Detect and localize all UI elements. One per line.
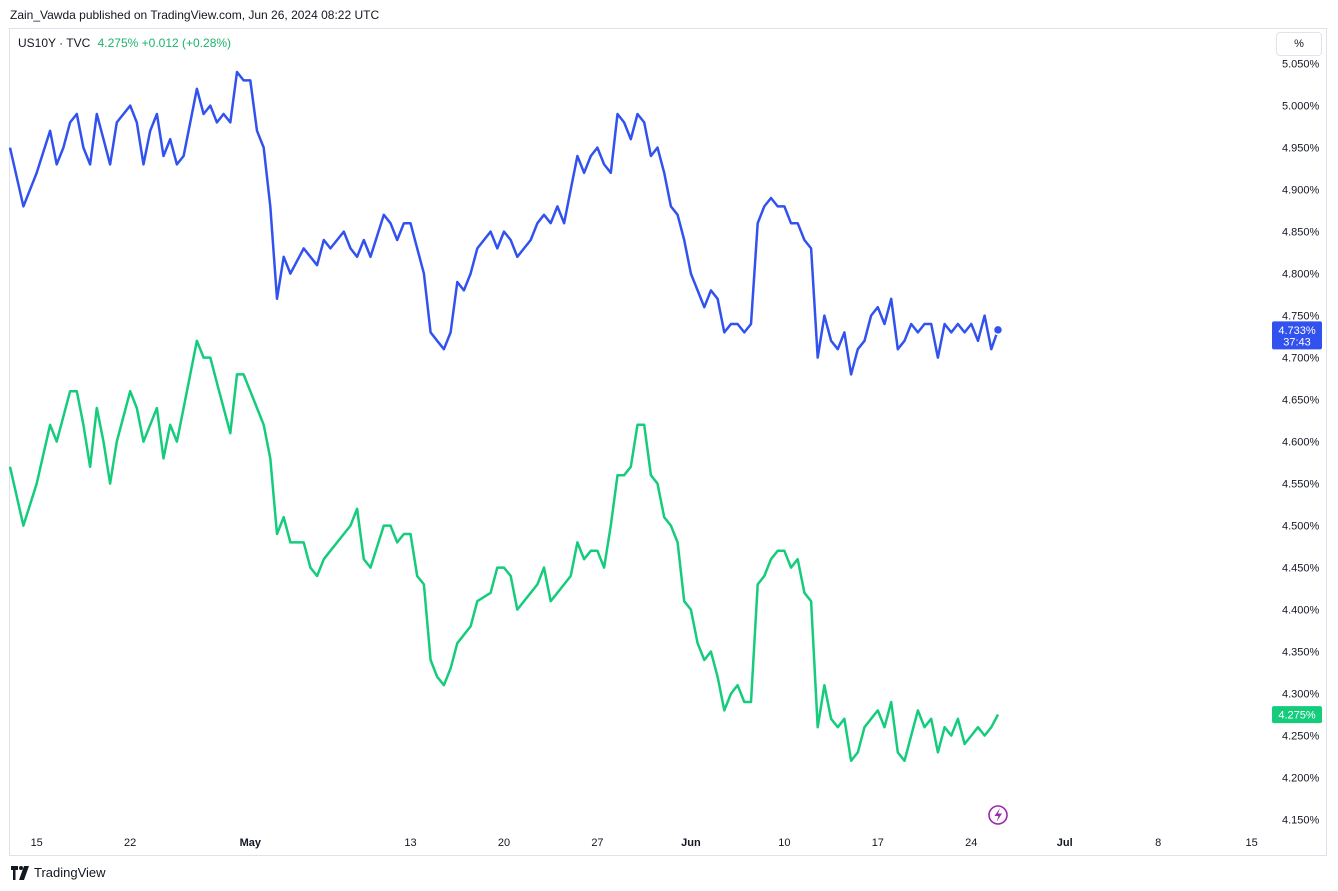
lightning-icon[interactable] [988, 805, 1008, 825]
x-tick-label: 20 [498, 837, 510, 849]
y-tick-label: 5.050% [1282, 59, 1320, 71]
y-tick-label: 4.550% [1282, 479, 1320, 491]
y-tick-label: 4.500% [1282, 521, 1320, 533]
y-tick-label: 4.200% [1282, 773, 1320, 785]
y-tick-label: 4.850% [1282, 227, 1320, 239]
bar-countdown-label: 37:43 [1283, 336, 1311, 348]
y-tick-label: 4.150% [1282, 815, 1320, 827]
x-tick-label: 10 [778, 837, 790, 849]
y-tick-label: 5.000% [1282, 101, 1320, 113]
symbol-quote: 4.275% +0.012 (+0.28%) [97, 36, 232, 50]
price-tag-2 [1272, 706, 1322, 724]
y-tick-label: 4.600% [1282, 437, 1320, 449]
chart-frame [9, 28, 1327, 856]
x-tick-label: 24 [965, 837, 977, 849]
symbol-name: US10Y · TVC [18, 36, 91, 50]
x-tick-label: 17 [872, 837, 884, 849]
x-tick-label: 15 [31, 837, 43, 849]
last-point-marker [992, 324, 1004, 336]
x-tick-label: Jun [681, 837, 701, 849]
y-tick-label: 4.700% [1282, 353, 1320, 365]
y-tick-label: 4.900% [1282, 185, 1320, 197]
price-tag-label-1: 4.733% [1278, 325, 1316, 337]
y-tick-label: 4.400% [1282, 605, 1320, 617]
x-tick-label: 13 [404, 837, 416, 849]
x-tick-label: 22 [124, 837, 136, 849]
x-tick-label: Jul [1057, 837, 1073, 849]
series-line-2 [8, 339, 1000, 763]
publisher-credit: Zain_Vawda published on TradingView.com,… [10, 8, 380, 22]
footer-brand[interactable]: TradingView [10, 865, 106, 880]
brand-name: TradingView [34, 865, 106, 880]
series-line-1 [8, 70, 1000, 376]
x-tick-label: 27 [591, 837, 603, 849]
percent-scale-button[interactable]: % [1276, 32, 1322, 56]
y-tick-label: 4.950% [1282, 143, 1320, 155]
y-tick-label: 4.350% [1282, 647, 1320, 659]
y-tick-label: 4.300% [1282, 689, 1320, 701]
y-tick-label: 4.750% [1282, 311, 1320, 323]
price-tag-label-2: 4.275% [1278, 710, 1316, 722]
y-tick-label: 4.800% [1282, 269, 1320, 281]
price-tag-1 [1272, 321, 1322, 350]
x-tick-label: 8 [1155, 837, 1161, 849]
tradingview-logo-icon [11, 865, 29, 880]
y-tick-label: 4.250% [1282, 731, 1320, 743]
symbol-legend[interactable]: US10Y · TVC 4.275% +0.012 (+0.28%) [18, 36, 231, 50]
x-tick-label: May [240, 837, 262, 849]
y-tick-label: 4.650% [1282, 395, 1320, 407]
x-tick-label: 15 [1246, 837, 1258, 849]
y-tick-label: 4.450% [1282, 563, 1320, 575]
